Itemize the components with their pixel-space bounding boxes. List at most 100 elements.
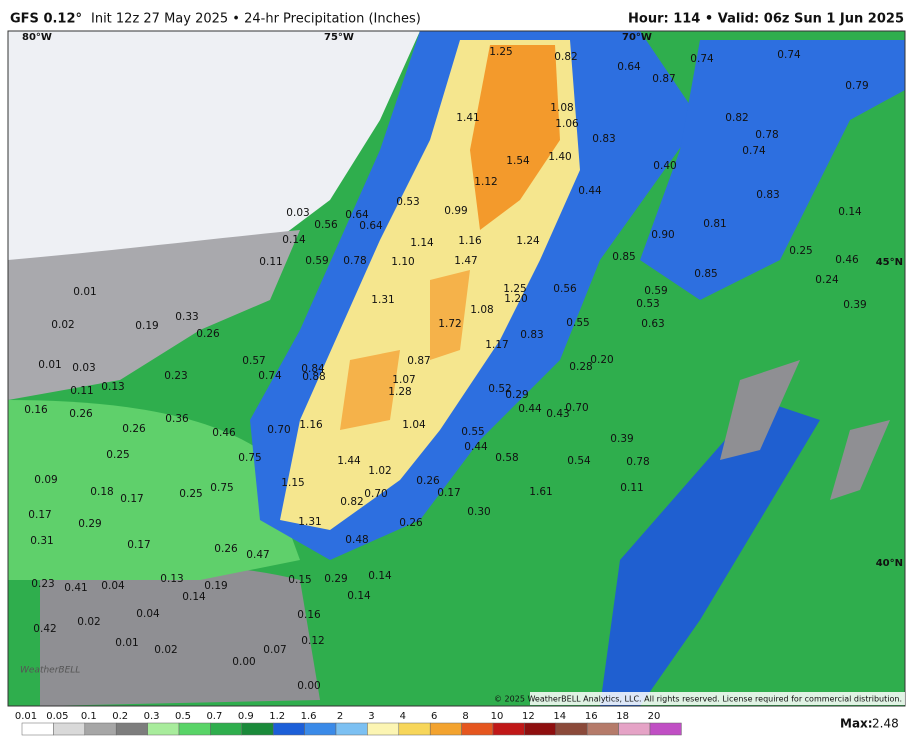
precip-value: 0.74 <box>690 53 714 65</box>
colorbar-swatch <box>524 722 557 736</box>
precip-value: 0.64 <box>359 220 383 232</box>
precip-value: 0.17 <box>127 539 150 551</box>
valid-time: Hour: 114 • Valid: 06z Sun 1 Jun 2025 <box>628 12 904 27</box>
precip-value: 0.03 <box>286 207 309 219</box>
precip-value: 0.14 <box>182 591 206 603</box>
precip-value: 1.31 <box>298 516 321 528</box>
colorbar-tick-label: 18 <box>616 711 629 722</box>
precip-value: 0.83 <box>756 189 779 201</box>
precip-value: 0.17 <box>120 493 143 505</box>
precip-value: 1.12 <box>474 176 497 188</box>
copyright-bg <box>530 692 905 705</box>
colorbar-tick-label: 6 <box>431 711 437 722</box>
precip-value: 0.82 <box>554 51 577 63</box>
colorbar-swatch <box>84 722 117 736</box>
colorbar-tick-label: 1.2 <box>269 711 285 722</box>
precip-value: 0.44 <box>578 185 602 197</box>
precip-value: 0.23 <box>164 370 187 382</box>
precip-value: 1.07 <box>392 374 415 386</box>
precip-value: 0.25 <box>789 245 812 257</box>
precip-value: 0.26 <box>416 475 440 487</box>
precip-value: 0.28 <box>569 361 592 373</box>
precip-value: 0.58 <box>495 452 518 464</box>
precip-value: 0.75 <box>210 482 233 494</box>
precip-value: 1.44 <box>337 455 361 467</box>
precip-value: 1.16 <box>299 419 323 431</box>
max-label: Max: <box>840 717 873 731</box>
precip-value: 1.10 <box>391 256 414 268</box>
precip-value: 0.42 <box>33 623 56 635</box>
precip-value: 0.13 <box>101 381 124 393</box>
max-value: 2.48 <box>872 717 899 731</box>
precip-value: 0.29 <box>78 518 101 530</box>
orange-core <box>470 45 560 230</box>
colorbar-tick-label: 3 <box>368 711 374 722</box>
precip-value: 0.14 <box>368 570 392 582</box>
precip-value: 0.64 <box>345 209 369 221</box>
precip-value: 1.25 <box>489 46 512 58</box>
colorbar-tick-label: 0.1 <box>81 711 97 722</box>
blue-streak <box>600 400 820 706</box>
colorbar-tick-label: 0.2 <box>112 711 128 722</box>
precip-value: 1.61 <box>529 486 552 498</box>
precip-value: 0.78 <box>343 255 366 267</box>
precip-value: 0.41 <box>64 582 87 594</box>
precip-value: 0.70 <box>267 424 290 436</box>
precip-value: 0.79 <box>845 80 868 92</box>
precip-value: 1.24 <box>516 235 540 247</box>
precip-value: 1.54 <box>506 155 530 167</box>
precip-value: 0.52 <box>488 383 511 395</box>
precip-value: 0.04 <box>101 580 125 592</box>
precip-value: 0.25 <box>106 449 129 461</box>
precip-value: 0.23 <box>31 578 54 590</box>
precip-value: 0.56 <box>553 283 577 295</box>
colorbar-swatch <box>555 722 588 736</box>
colorbar-tick-label: 20 <box>648 711 661 722</box>
colorbar-swatch <box>649 722 682 736</box>
precip-value: 0.04 <box>136 608 160 620</box>
colorbar-swatch <box>461 722 494 736</box>
precip-value: 0.26 <box>69 408 93 420</box>
colorbar-swatch <box>586 722 619 736</box>
orange-area <box>340 270 470 430</box>
precip-value: 0.17 <box>28 509 51 521</box>
precip-value: 0.85 <box>612 251 635 263</box>
precip-value: 0.44 <box>464 441 488 453</box>
gray-area <box>40 565 320 706</box>
colorbar-tick-label: 2 <box>337 711 343 722</box>
precip-value: 0.19 <box>204 580 227 592</box>
precip-value: 1.08 <box>470 304 493 316</box>
precip-value: 1.41 <box>456 112 479 124</box>
precip-value: 0.02 <box>154 644 177 656</box>
colorbar-swatch <box>53 722 86 736</box>
precip-value: 0.20 <box>590 354 613 366</box>
precip-value: 0.64 <box>617 61 641 73</box>
colorbar-swatch <box>272 722 305 736</box>
map-title: Init 12z 27 May 2025 • 24-hr Precipitati… <box>91 12 421 27</box>
precip-value: 1.72 <box>438 318 461 330</box>
precip-value: 0.11 <box>70 385 93 397</box>
model-name: GFS 0.12° <box>10 12 82 27</box>
colorbar-tick-label: 10 <box>491 711 504 722</box>
precip-value: 0.55 <box>566 317 589 329</box>
precip-value: 0.25 <box>179 488 202 500</box>
colorbar-swatch <box>304 722 337 736</box>
precip-value: 0.46 <box>835 254 859 266</box>
precip-value: 0.47 <box>246 549 269 561</box>
precip-value: 0.82 <box>725 112 748 124</box>
precip-value: 0.09 <box>34 474 57 486</box>
precip-value: 0.53 <box>636 298 659 310</box>
precip-value: 0.57 <box>242 355 265 367</box>
colorbar-swatch <box>618 722 651 736</box>
precip-value: 0.29 <box>505 389 528 401</box>
map-frame <box>7 30 906 707</box>
graticule-label: 40°N <box>876 558 903 569</box>
precip-value: 1.17 <box>485 339 508 351</box>
precip-value: 0.07 <box>263 644 286 656</box>
precip-value: 0.01 <box>73 286 96 298</box>
precip-value: 0.81 <box>703 218 726 230</box>
colorbar-tick-label: 14 <box>553 711 566 722</box>
precip-value: 1.06 <box>555 118 579 130</box>
